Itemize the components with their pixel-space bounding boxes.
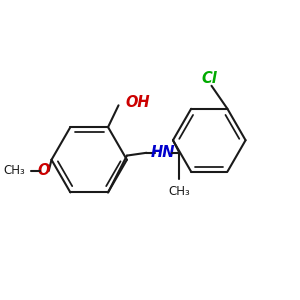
Text: CH₃: CH₃ bbox=[169, 185, 190, 198]
Text: CH₃: CH₃ bbox=[3, 164, 25, 177]
Text: O: O bbox=[38, 164, 50, 178]
Text: Cl: Cl bbox=[201, 71, 217, 86]
Text: HN: HN bbox=[151, 145, 176, 160]
Text: OH: OH bbox=[125, 95, 150, 110]
